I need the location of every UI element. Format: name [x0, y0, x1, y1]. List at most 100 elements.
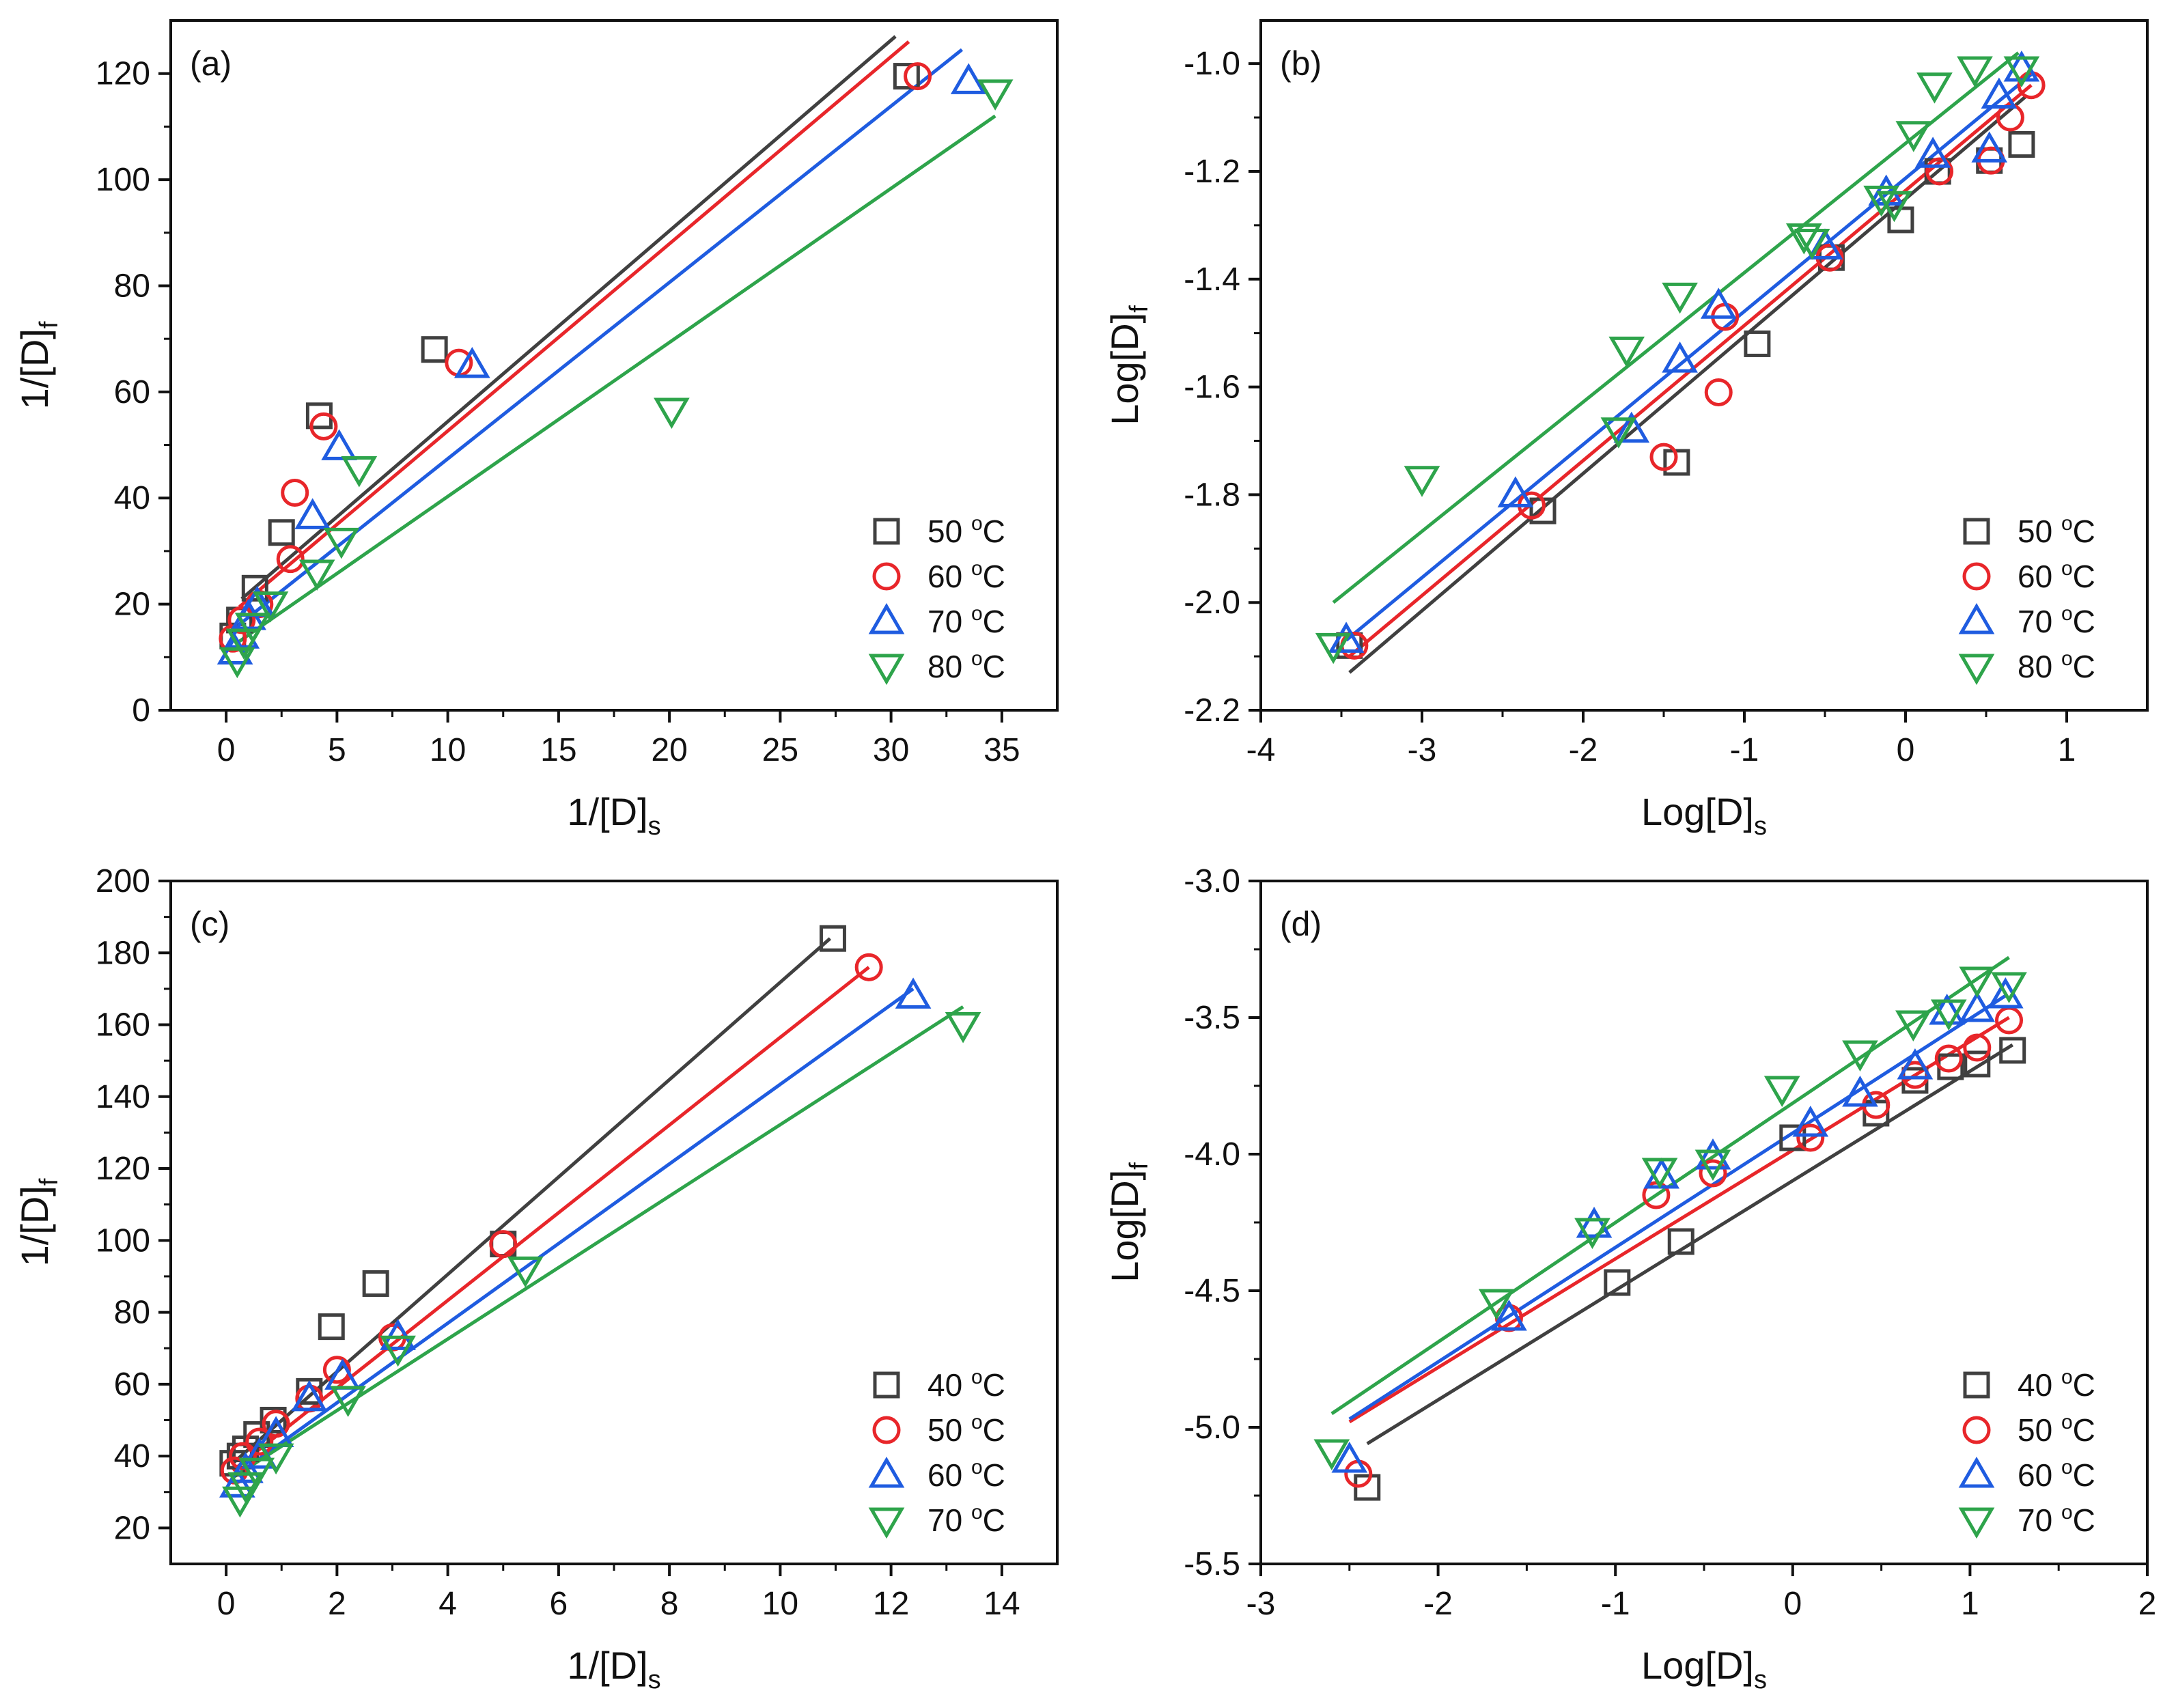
- y-tick-label: 20: [114, 587, 150, 623]
- legend-marker-70: [1958, 603, 1995, 634]
- fit-line-80: [238, 114, 996, 643]
- y-tick-label: -5.0: [1184, 1410, 1240, 1446]
- x-axis-label: Log[D]s: [1641, 1644, 1767, 1694]
- legend-value: 70: [2018, 604, 2061, 639]
- x-axis-label-sub: s: [1754, 812, 1767, 841]
- legend-value: 50: [927, 1412, 971, 1448]
- legend-label-60: 60 oC: [927, 557, 1005, 594]
- legend-item-80: 80 oC: [868, 647, 1005, 685]
- point-70-5: [321, 429, 357, 460]
- legend-marker-60: [1962, 562, 1991, 591]
- point-80-2: [234, 613, 271, 644]
- y-axis-label-main: 1/[D]: [13, 1186, 56, 1266]
- legend-label-60: 60 oC: [2018, 1456, 2095, 1493]
- point-80-7: [654, 397, 690, 430]
- point-80-3: [1608, 336, 1645, 368]
- legend-marker-50: [1962, 1416, 1991, 1444]
- point-50-4: [1796, 1123, 1825, 1152]
- legend-marker-70: [1958, 1507, 1995, 1539]
- legend-unit-sup: o: [971, 557, 983, 580]
- legend-unit: C: [983, 1502, 1005, 1538]
- legend-item-50: 50 oC: [1963, 512, 2095, 549]
- point-70-5: [1763, 1076, 1800, 1107]
- point-70-2: [1613, 411, 1650, 443]
- point-60-7: [904, 62, 932, 91]
- point-40-7: [1964, 1050, 1991, 1078]
- point-70-9: [1981, 77, 2018, 109]
- legend-unit: C: [983, 559, 1005, 594]
- x-axis-ticks: -3 -2 -1 0 1 2: [1246, 1564, 2156, 1622]
- point-50-3: [262, 1410, 290, 1438]
- legend-unit-sup: o: [971, 647, 983, 670]
- legend-marker-40: [1963, 1371, 1990, 1399]
- legend-item-40: 40 oC: [1963, 1366, 2095, 1403]
- y-axis-label-sub: f: [1125, 305, 1154, 313]
- legend-marker-80: [1958, 654, 1995, 685]
- legend-unit-sup: o: [2061, 1456, 2073, 1479]
- x-axis-label-sub: s: [648, 812, 661, 841]
- point-70-4: [294, 498, 331, 529]
- legend-item-50: 50 oC: [872, 1411, 1005, 1448]
- legend-unit: C: [2073, 1367, 2095, 1403]
- y-axis-ticks: 20 40 60 80 100 120 140 160 180 200: [96, 863, 171, 1546]
- point-60-4: [291, 1380, 328, 1412]
- legend-label-50: 50 oC: [2018, 512, 2095, 549]
- point-80-1: [225, 628, 262, 660]
- legend-item-50: 50 oC: [1962, 1411, 2095, 1448]
- point-60-1: [227, 606, 256, 634]
- point-60-7: [1897, 1048, 1934, 1080]
- legend-label-70: 70 oC: [927, 602, 1005, 639]
- point-60-0: [1331, 1442, 1368, 1473]
- legend-marker-60: [868, 1457, 905, 1488]
- legend-label-60: 60 oC: [927, 1456, 1005, 1493]
- point-80-3: [252, 591, 289, 623]
- point-70-0: [1313, 1439, 1350, 1470]
- y-tick-label: 20: [114, 1510, 150, 1546]
- legend-label-70: 70 oC: [927, 1501, 1005, 1538]
- y-tick-label: 100: [96, 162, 150, 198]
- x-axis-label: Log[D]s: [1641, 790, 1767, 841]
- x-axis-label-main: Log[D]: [1641, 1644, 1754, 1687]
- y-axis-ticks: -2.2 -2.0 -1.8 -1.6 -1.4 -1.2 -1.0: [1184, 46, 1261, 729]
- point-70-0: [1328, 621, 1365, 653]
- legend-unit: C: [983, 604, 1005, 639]
- legend-label-50: 50 oC: [927, 512, 1005, 549]
- legend-item-70: 70 oC: [868, 602, 1005, 639]
- legend-unit-sup: o: [2061, 602, 2073, 625]
- point-60-1: [1491, 1300, 1527, 1331]
- point-50-5: [421, 336, 448, 363]
- x-axis-label-main: 1/[D]: [567, 1644, 647, 1687]
- x-axis-label-sub: s: [1754, 1666, 1767, 1694]
- point-60-3: [1704, 378, 1733, 406]
- point-70-4: [1700, 288, 1737, 319]
- x-tick-label: -3: [1408, 732, 1437, 768]
- legend-item-60: 60 oC: [1962, 557, 2095, 594]
- legend-marker-80: [868, 654, 905, 685]
- y-tick-label: -3.5: [1184, 1000, 1240, 1036]
- fit-line-50: [240, 35, 897, 600]
- x-tick-label: -4: [1246, 732, 1276, 768]
- point-40-8: [1999, 1037, 2026, 1064]
- point-50-5: [322, 1356, 351, 1384]
- y-tick-label: -3.0: [1184, 863, 1240, 899]
- y-axis-label: Log[D]f: [1103, 305, 1154, 425]
- point-50-2: [1663, 449, 1690, 476]
- point-50-8: [854, 953, 883, 981]
- y-tick-label: 60: [114, 1367, 150, 1403]
- legend-label-40: 40 oC: [2018, 1366, 2095, 1403]
- legend-unit: C: [2073, 514, 2095, 549]
- x-tick-label: 0: [217, 732, 236, 768]
- legend-item-40: 40 oC: [873, 1366, 1005, 1403]
- x-tick-label: -1: [1730, 732, 1759, 768]
- panel-label: (b): [1280, 44, 1322, 83]
- legend-unit: C: [983, 1367, 1005, 1403]
- point-60-5: [309, 412, 338, 440]
- point-40-3: [1779, 1124, 1807, 1151]
- y-tick-label: 140: [96, 1079, 150, 1115]
- x-tick-label: 30: [873, 732, 909, 768]
- y-axis-label-sub: f: [35, 321, 64, 328]
- legend-value: 70: [927, 604, 971, 639]
- panel-a: 0 5 10 15 20 25 30 350204060801001201/[D]s1/[D]…: [13, 19, 1059, 841]
